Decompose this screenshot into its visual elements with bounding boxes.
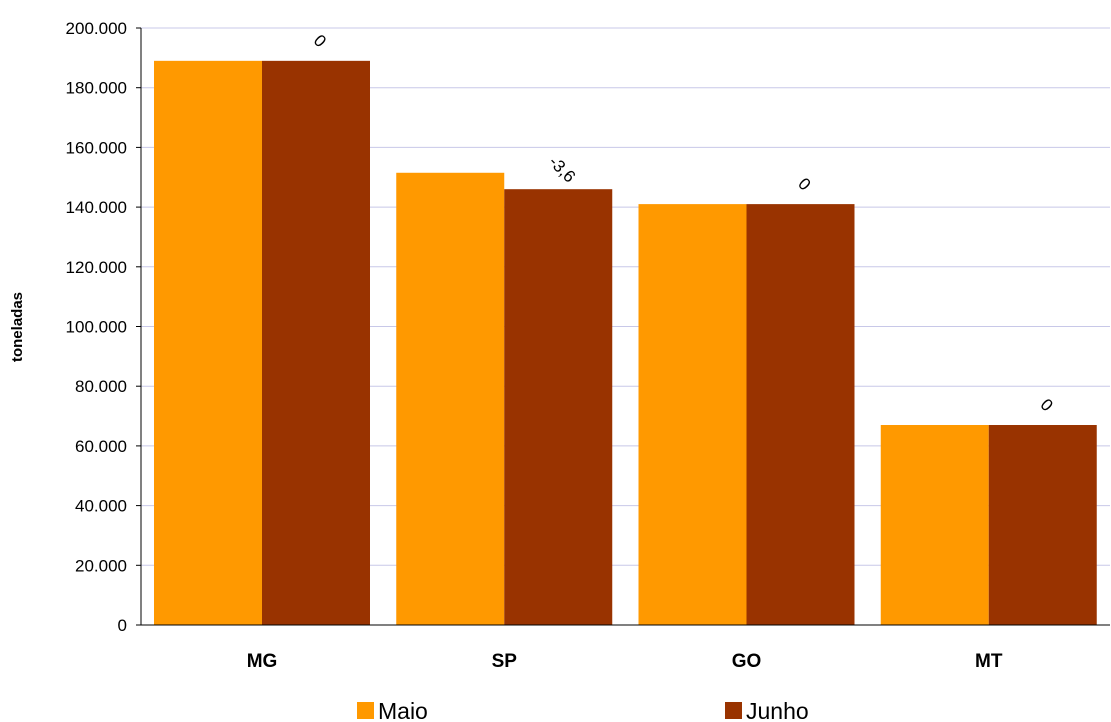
data-label: 0 (794, 174, 814, 194)
legend-label: Junho (746, 698, 809, 722)
x-category-label: GO (732, 651, 762, 672)
legend-swatch-maio (357, 702, 374, 719)
legend: Maio Junho (357, 698, 809, 722)
data-label: -3,6 (545, 152, 579, 186)
y-tick-label: 140.000 (66, 198, 127, 217)
y-tick-label: 120.000 (66, 258, 127, 277)
bar-maio-mt (880, 425, 989, 625)
bar-maio-go (638, 204, 747, 626)
data-label: 0 (1037, 395, 1057, 415)
y-tick-label: 20.000 (75, 556, 127, 575)
y-tick-label: 0 (118, 616, 127, 635)
x-category-label: MG (247, 651, 278, 672)
y-tick-label: 40.000 (75, 497, 127, 516)
bars (154, 60, 1097, 626)
bar-junho-sp (504, 189, 613, 625)
axes (136, 27, 1110, 626)
x-category-label: MT (975, 651, 1003, 672)
y-tick-label: 60.000 (75, 437, 127, 456)
x-category-label: SP (492, 651, 518, 672)
y-axis-title: toneladas (9, 292, 26, 362)
y-tick-labels: 0 20.000 40.000 60.000 80.000 100.000 120.000 1… (66, 19, 127, 635)
y-tick-label: 80.000 (75, 377, 127, 396)
y-tick-label: 100.000 (66, 318, 127, 337)
bar-maio-sp (396, 172, 505, 625)
legend-label: Maio (378, 698, 428, 722)
data-label: 0 (310, 31, 330, 51)
x-category-labels: MG SP GO MT (247, 651, 1003, 672)
y-tick-label: 160.000 (66, 138, 127, 157)
bar-junho-mt (988, 425, 1097, 625)
bar-maio-mg (154, 60, 262, 625)
bar-junho-go (746, 204, 855, 626)
y-tick-label: 200.000 (66, 19, 127, 38)
y-tick-label: 180.000 (66, 79, 127, 98)
bar-junho-mg (262, 60, 370, 625)
legend-swatch-junho (725, 702, 742, 719)
